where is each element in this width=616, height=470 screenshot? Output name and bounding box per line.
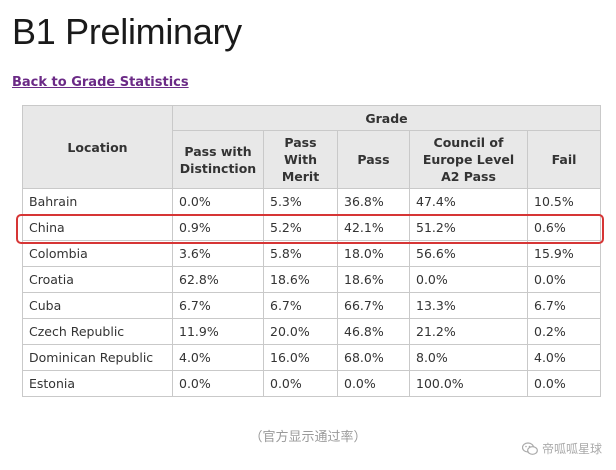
grade-statistics-table: Location Grade Pass with Distinction Pas…: [22, 105, 602, 397]
location-cell: Croatia: [22, 266, 173, 293]
table-row: Estonia 0.0% 0.0% 0.0% 100.0% 0.0%: [22, 370, 602, 397]
merit-cell: 18.6%: [263, 266, 338, 293]
distinction-cell: 6.7%: [172, 292, 264, 319]
table-row: Colombia 3.6% 5.8% 18.0% 56.6% 15.9%: [22, 240, 602, 267]
column-header-pass-with-merit: Pass With Merit: [263, 130, 338, 189]
pass-cell: 66.7%: [337, 292, 410, 319]
pass-cell: 0.0%: [337, 370, 410, 397]
merit-cell: 5.8%: [263, 240, 338, 267]
pass-cell: 18.0%: [337, 240, 410, 267]
table-row-highlighted: China 0.9% 5.2% 42.1% 51.2% 0.6%: [22, 214, 602, 241]
pass-cell: 18.6%: [337, 266, 410, 293]
table-row: Bahrain 0.0% 5.3% 36.8% 47.4% 10.5%: [22, 188, 602, 215]
fail-cell: 15.9%: [526, 240, 602, 267]
fail-cell: 0.0%: [526, 370, 602, 397]
distinction-cell: 0.0%: [172, 370, 264, 397]
back-to-grade-statistics-link[interactable]: Back to Grade Statistics: [12, 75, 189, 90]
distinction-cell: 3.6%: [172, 240, 264, 267]
distinction-cell: 0.0%: [172, 188, 264, 215]
a2-pass-cell: 8.0%: [409, 344, 528, 371]
watermark-text: 帝呱呱星球: [541, 442, 602, 456]
fail-cell: 0.0%: [526, 266, 602, 293]
column-header-pass-with-distinction: Pass with Distinction: [172, 130, 264, 189]
fail-cell: 10.5%: [526, 188, 602, 215]
a2-pass-cell: 21.2%: [409, 318, 528, 345]
merit-cell: 6.7%: [263, 292, 338, 319]
distinction-cell: 62.8%: [172, 266, 264, 293]
table-row: Cuba 6.7% 6.7% 66.7% 13.3% 6.7%: [22, 292, 602, 319]
location-cell: Dominican Republic: [22, 344, 173, 371]
fail-cell: 0.6%: [526, 214, 602, 241]
merit-cell: 5.3%: [263, 188, 338, 215]
location-cell: Estonia: [22, 370, 173, 397]
pass-rate-caption: （官方显示通过率）: [249, 430, 367, 445]
pass-cell: 68.0%: [337, 344, 410, 371]
table-header-group-row: Location Grade: [22, 105, 602, 189]
location-cell: Cuba: [22, 292, 173, 319]
distinction-cell: 4.0%: [172, 344, 264, 371]
table-row: Czech Republic 11.9% 20.0% 46.8% 21.2% 0…: [22, 318, 602, 345]
a2-pass-cell: 100.0%: [409, 370, 528, 397]
fail-cell: 6.7%: [526, 292, 602, 319]
location-column-header: Location: [22, 105, 173, 189]
grade-group-header: Grade: [171, 105, 602, 131]
location-cell: Czech Republic: [22, 318, 173, 345]
wechat-icon: [521, 441, 538, 456]
merit-cell: 5.2%: [263, 214, 338, 241]
pass-cell: 36.8%: [337, 188, 410, 215]
column-header-a2-pass: Council of Europe Level A2 Pass: [409, 130, 528, 189]
table-row: Croatia 62.8% 18.6% 18.6% 0.0% 0.0%: [22, 266, 602, 293]
pass-cell: 46.8%: [337, 318, 410, 345]
distinction-cell: 11.9%: [172, 318, 264, 345]
distinction-cell: 0.9%: [172, 214, 264, 241]
location-cell: Bahrain: [22, 188, 173, 215]
column-header-pass: Pass: [337, 130, 410, 189]
merit-cell: 0.0%: [263, 370, 338, 397]
a2-pass-cell: 51.2%: [409, 214, 528, 241]
location-cell: China: [22, 214, 173, 241]
column-header-fail: Fail: [526, 130, 602, 189]
a2-pass-cell: 0.0%: [409, 266, 528, 293]
location-cell: Colombia: [22, 240, 173, 267]
table-header-row: Pass with Distinction Pass With Merit Pa…: [23, 130, 602, 189]
table-row: Dominican Republic 4.0% 16.0% 68.0% 8.0%…: [22, 344, 602, 371]
watermark: 帝呱呱星球: [521, 440, 602, 457]
a2-pass-cell: 56.6%: [409, 240, 528, 267]
fail-cell: 0.2%: [526, 318, 602, 345]
a2-pass-cell: 13.3%: [409, 292, 528, 319]
fail-cell: 4.0%: [526, 344, 602, 371]
merit-cell: 16.0%: [263, 344, 338, 371]
pass-cell: 42.1%: [337, 214, 410, 241]
merit-cell: 20.0%: [263, 318, 338, 345]
a2-pass-cell: 47.4%: [409, 188, 528, 215]
page-title: B1 Preliminary: [12, 11, 242, 52]
